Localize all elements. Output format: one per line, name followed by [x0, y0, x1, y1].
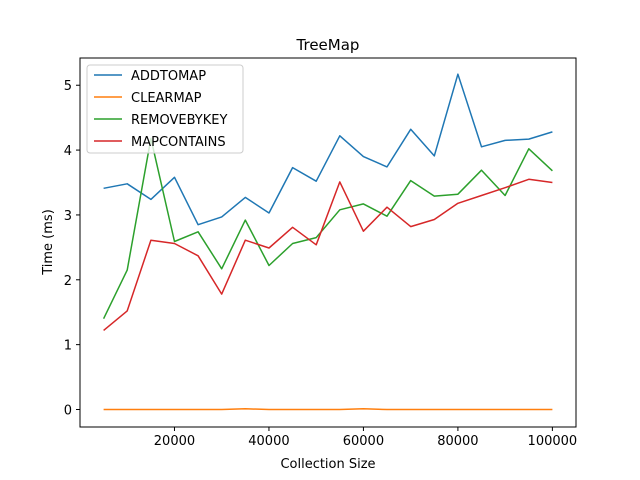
plot-frame	[79, 57, 577, 428]
series-line-clearmap	[103, 408, 553, 411]
series-line-removebykey	[102, 137, 553, 320]
y-axis-title: Time (ms)	[41, 209, 56, 276]
series-line-addtomap	[103, 73, 553, 226]
chart-title: TreeMap	[296, 36, 360, 54]
y-tick-label: 2	[64, 274, 72, 289]
legend: ADDTOMAP CLEARMAP REMOVEBYKEY MAPCONTAINS	[86, 64, 244, 154]
legend-label-mapcontains: MAPCONTAINS	[131, 135, 226, 150]
x-tick-label: 60000	[343, 434, 384, 449]
legend-label-removebykey: REMOVEBYKEY	[131, 113, 227, 128]
y-tick-label: 1	[64, 339, 72, 354]
legend-label-clearmap: CLEARMAP	[131, 91, 202, 106]
x-tick-label: 100000	[528, 434, 578, 449]
legend-box	[86, 64, 244, 154]
y-tick-label: 0	[64, 403, 72, 418]
x-tick-label: 80000	[437, 434, 478, 449]
y-tick-label: 3	[64, 209, 72, 224]
x-tick-label: 20000	[154, 434, 195, 449]
x-axis-title: Collection Size	[280, 457, 375, 472]
y-tick-label: 4	[64, 144, 72, 159]
legend-label-addtomap: ADDTOMAP	[131, 69, 206, 84]
x-axis-ticks: 20000 40000 60000 80000 100000	[154, 427, 577, 449]
x-tick-label: 40000	[248, 434, 289, 449]
y-axis-ticks: 0 1 2 3 4 5	[64, 79, 80, 418]
series-line-mapcontains	[103, 178, 553, 331]
plot-lines	[102, 73, 553, 411]
y-tick-label: 5	[64, 79, 72, 94]
